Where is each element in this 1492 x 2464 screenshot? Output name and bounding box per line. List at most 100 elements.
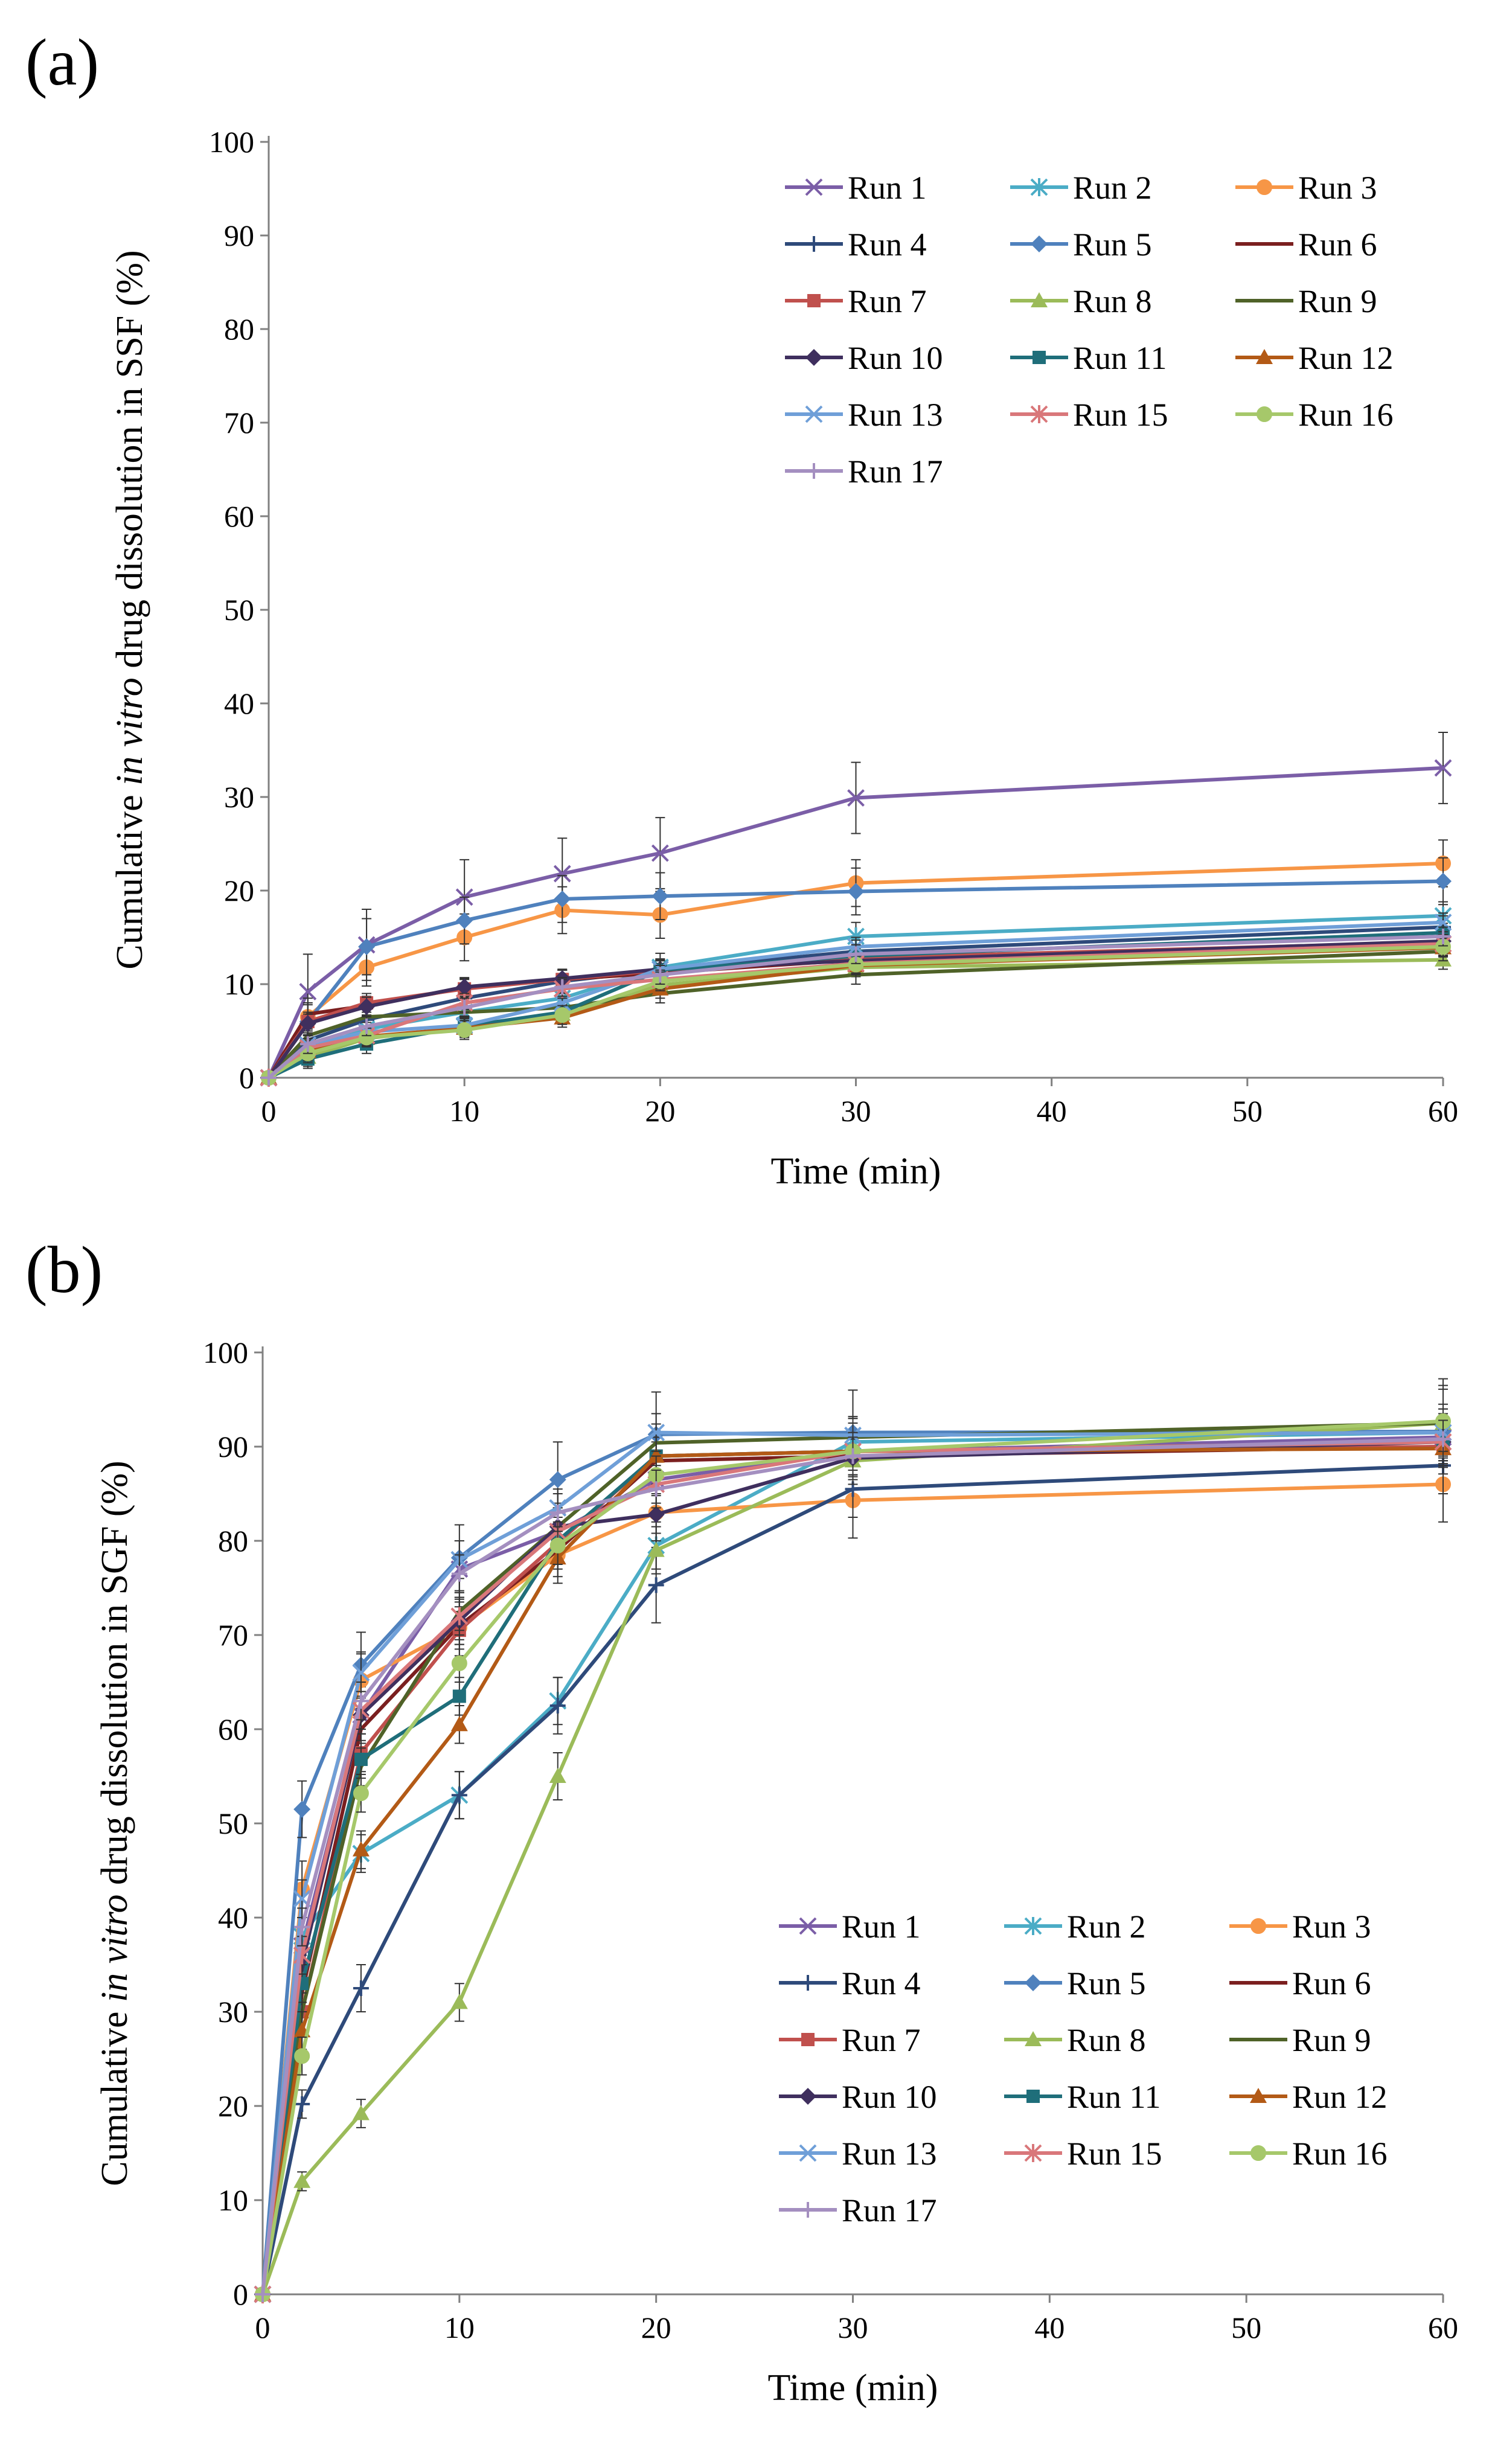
data-point: [353, 1693, 369, 1709]
data-point: [456, 912, 473, 929]
y-tick-label: 30: [218, 1995, 248, 2029]
series-line: [267, 879, 1444, 1079]
data-point: [1435, 928, 1451, 944]
y-tick-label: 100: [203, 1336, 248, 1369]
legend-marker: [1024, 1917, 1042, 1935]
legend-item: Run 16: [1229, 2136, 1388, 2172]
data-point: [648, 1577, 664, 1593]
legend-label: Run 2: [1073, 170, 1152, 206]
legend-item: Run 16: [1235, 397, 1394, 433]
legend-item: Run 9: [1229, 2022, 1371, 2058]
legend-label: Run 15: [1067, 2136, 1162, 2172]
legend-label: Run 2: [1067, 1909, 1146, 1945]
x-tick-label: 20: [641, 2311, 671, 2344]
legend-label: Run 10: [848, 340, 943, 376]
data-point: [452, 1689, 466, 1703]
legend-marker: [1257, 406, 1272, 422]
series-line: [261, 1447, 1444, 2295]
legend-label: Run 1: [848, 170, 927, 206]
data-point: [648, 1481, 664, 1497]
legend-label: Run 16: [1292, 2136, 1388, 2172]
series-line: [261, 1430, 1444, 2295]
data-point: [293, 1800, 311, 1818]
y-tick-label: 90: [224, 219, 254, 252]
y-tick-label: 80: [218, 1524, 248, 1558]
data-point: [255, 2286, 271, 2302]
legend-label: Run 4: [842, 1965, 921, 2002]
y-axis-label-part: drug dissolution in SSF (%): [109, 250, 150, 677]
legend-label: Run 1: [842, 1909, 921, 1945]
y-axis-label-part: in vitro: [94, 1894, 135, 2002]
legend-item: Run 17: [779, 2192, 937, 2229]
data-point: [293, 2172, 311, 2188]
y-axis-label: Cumulative in vitro drug dissolution in …: [94, 1461, 135, 2186]
legend-marker: [1250, 1918, 1266, 1934]
data-point: [554, 890, 571, 907]
y-tick-label: 20: [224, 874, 254, 907]
data-point: [847, 883, 865, 900]
panel-label: (a): [25, 25, 99, 99]
data-point: [353, 1785, 369, 1802]
legend-item: Run 10: [785, 340, 943, 376]
y-tick-label: 10: [218, 2183, 248, 2217]
legend-item: Run 1: [785, 170, 927, 206]
x-tick-label: 40: [1034, 2311, 1065, 2344]
data-point: [553, 865, 571, 883]
data-point: [1434, 914, 1452, 932]
legend-marker: [806, 236, 822, 252]
y-tick-label: 50: [218, 1806, 248, 1840]
legend-item: Run 6: [1235, 226, 1377, 263]
panel-b-chart: (b) 0 10 20 30 40 50 60 70 80 90 100 0 10 20 30 40 50 60 Ti…: [25, 1233, 1458, 2408]
y-tick-label: 90: [218, 1430, 248, 1464]
legend-marker: [1026, 2090, 1040, 2103]
y-tick-label: 30: [224, 780, 254, 814]
x-tick-label: 50: [1231, 2311, 1261, 2344]
legend-label: Run 17: [848, 453, 943, 490]
data-point: [352, 1663, 370, 1682]
data-point: [549, 1505, 566, 1521]
legend-item: Run 9: [1235, 283, 1377, 319]
data-point: [451, 1787, 467, 1803]
y-tick-label: 40: [218, 1901, 248, 1934]
legend-label: Run 16: [1298, 397, 1394, 433]
y-axis-label-part: Cumulative: [109, 786, 150, 970]
legend-label: Run 7: [842, 2022, 921, 2058]
y-tick-label: 100: [209, 125, 254, 159]
legend-marker: [1256, 349, 1273, 364]
legend-item: Run 5: [1010, 226, 1152, 263]
data-point: [1435, 872, 1452, 890]
series-line: [267, 945, 1444, 1080]
legend-label: Run 13: [842, 2136, 937, 2172]
data-point: [352, 1841, 370, 1857]
data-point: [845, 1448, 861, 1464]
y-axis-label: Cumulative in vitro drug dissolution in …: [109, 250, 150, 969]
series-line: [261, 1430, 1444, 2295]
data-point: [299, 1015, 316, 1032]
legend-marker: [800, 2202, 816, 2218]
legend-label: Run 8: [1073, 283, 1152, 319]
legend-marker: [1257, 179, 1272, 195]
legend-item: Run 11: [1010, 340, 1167, 376]
legend-item: Run 7: [785, 283, 927, 319]
y-tick-label: 20: [218, 2089, 248, 2123]
legend-marker: [806, 463, 822, 479]
x-tick-label: 50: [1232, 1094, 1263, 1128]
legend-label: Run 5: [1073, 226, 1152, 263]
legend-item: Run 1: [779, 1909, 921, 1945]
legend-marker: [800, 1975, 816, 1991]
legend-label: Run 5: [1067, 1965, 1146, 2002]
legend-item: Run 12: [1229, 2079, 1388, 2115]
legend-label: Run 3: [1298, 170, 1377, 206]
x-tick-label: 10: [449, 1094, 479, 1128]
legend-label: Run 3: [1292, 1909, 1371, 1945]
legend-marker: [799, 1917, 817, 1935]
x-axis-label: Time (min): [771, 1151, 941, 1192]
data-point: [359, 1018, 375, 1034]
series-line: [267, 939, 1444, 1079]
data-point: [651, 844, 669, 862]
legend-item: Run 3: [1229, 1909, 1371, 1945]
legend-marker: [805, 349, 822, 366]
y-tick-label: 0: [239, 1061, 254, 1095]
data-point: [358, 998, 376, 1016]
